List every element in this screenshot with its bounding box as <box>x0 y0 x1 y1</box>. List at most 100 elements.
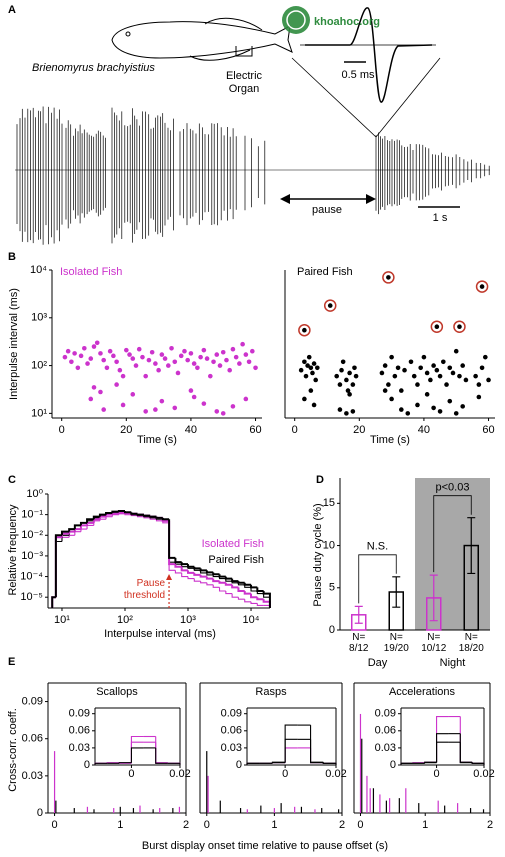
point <box>337 407 343 412</box>
histogram-step <box>174 570 182 574</box>
y-tick-label: 0.06 <box>375 725 396 737</box>
histogram-step <box>262 590 271 608</box>
group-label: Day <box>368 657 388 669</box>
point <box>441 359 446 365</box>
point <box>311 361 317 366</box>
point <box>308 388 314 393</box>
histogram-step <box>167 762 181 765</box>
y-tick-label: 0 <box>84 759 90 771</box>
point <box>91 385 97 390</box>
point <box>136 346 142 352</box>
histogram-step <box>244 599 252 603</box>
comparison-label: p<0.03 <box>436 482 470 494</box>
point <box>188 388 194 393</box>
point <box>120 402 126 408</box>
point <box>311 402 317 408</box>
point <box>306 354 312 360</box>
histogram-step <box>168 519 176 559</box>
point <box>211 359 216 365</box>
y-tick-label: 0.06 <box>22 733 43 745</box>
histogram-step <box>86 518 94 523</box>
histogram-step <box>218 587 226 592</box>
point <box>198 354 203 360</box>
point <box>72 351 77 356</box>
y-tick-label: 10² <box>31 359 47 371</box>
histogram-step <box>60 530 70 536</box>
point <box>153 361 158 366</box>
histogram-step <box>111 510 119 514</box>
histogram-step <box>130 512 138 515</box>
histogram-step <box>79 521 88 526</box>
point <box>431 363 436 368</box>
histogram-step <box>246 762 260 765</box>
point <box>217 363 223 368</box>
histogram-step <box>250 587 258 592</box>
point <box>334 373 339 379</box>
y-axis-label: Pause duty cycle (%) <box>312 503 324 606</box>
point-ring <box>298 323 311 337</box>
point <box>172 359 178 365</box>
y-tick-label: 0 <box>390 759 396 771</box>
point <box>149 349 155 355</box>
point <box>339 367 344 373</box>
histogram-step <box>51 596 56 608</box>
point <box>253 365 258 371</box>
histogram-step <box>237 587 245 592</box>
point <box>175 370 181 376</box>
x-axis-label: Time (s) <box>370 434 410 446</box>
histogram-step <box>149 515 157 518</box>
point <box>344 411 349 416</box>
y-tick-label: 0.09 <box>22 695 43 707</box>
histogram-step <box>199 574 207 578</box>
point <box>204 356 210 361</box>
x-tick-label: 40 <box>185 424 197 436</box>
panel-label: A <box>8 4 16 16</box>
point <box>91 344 97 349</box>
category-label: N= 8/12 <box>349 632 369 654</box>
y-tick-label: 0.03 <box>221 742 242 754</box>
point <box>85 361 90 366</box>
point <box>437 373 443 379</box>
histogram-step <box>205 570 214 574</box>
point <box>345 388 351 393</box>
x-tick-label: 0 <box>434 768 440 780</box>
x-tick-label: 2 <box>339 819 345 831</box>
point <box>65 348 71 354</box>
histogram-step <box>310 739 324 764</box>
histogram-step <box>105 516 113 520</box>
point <box>188 351 194 356</box>
point <box>424 392 430 397</box>
x-tick-label: 0 <box>282 768 288 780</box>
point <box>395 365 401 371</box>
histogram-step <box>136 513 144 516</box>
point <box>88 396 94 402</box>
point <box>350 382 356 387</box>
point <box>130 356 136 361</box>
y-tick-label: 10⁴ <box>30 264 47 276</box>
point <box>479 365 485 371</box>
point <box>233 354 239 360</box>
histogram-step <box>187 576 195 580</box>
point <box>486 377 491 383</box>
point <box>450 370 456 376</box>
point <box>146 357 152 363</box>
histogram-step <box>471 762 485 765</box>
histogram-step <box>111 512 119 515</box>
point <box>166 363 171 368</box>
histogram-step <box>187 570 195 574</box>
point <box>457 324 462 330</box>
point <box>313 377 318 383</box>
point <box>246 359 252 365</box>
y-tick-label: 0.03 <box>69 742 90 754</box>
chart-title: Paired Fish <box>297 266 353 278</box>
point <box>153 407 158 412</box>
point <box>240 341 245 347</box>
point <box>114 382 119 387</box>
histogram-step <box>180 562 189 566</box>
category-label: N= 19/20 <box>383 632 409 654</box>
y-tick-label: 0.03 <box>22 770 43 782</box>
y-tick-label: 10⁻⁵ <box>20 591 43 603</box>
point <box>208 373 213 379</box>
x-tick-label: 2 <box>487 819 493 831</box>
